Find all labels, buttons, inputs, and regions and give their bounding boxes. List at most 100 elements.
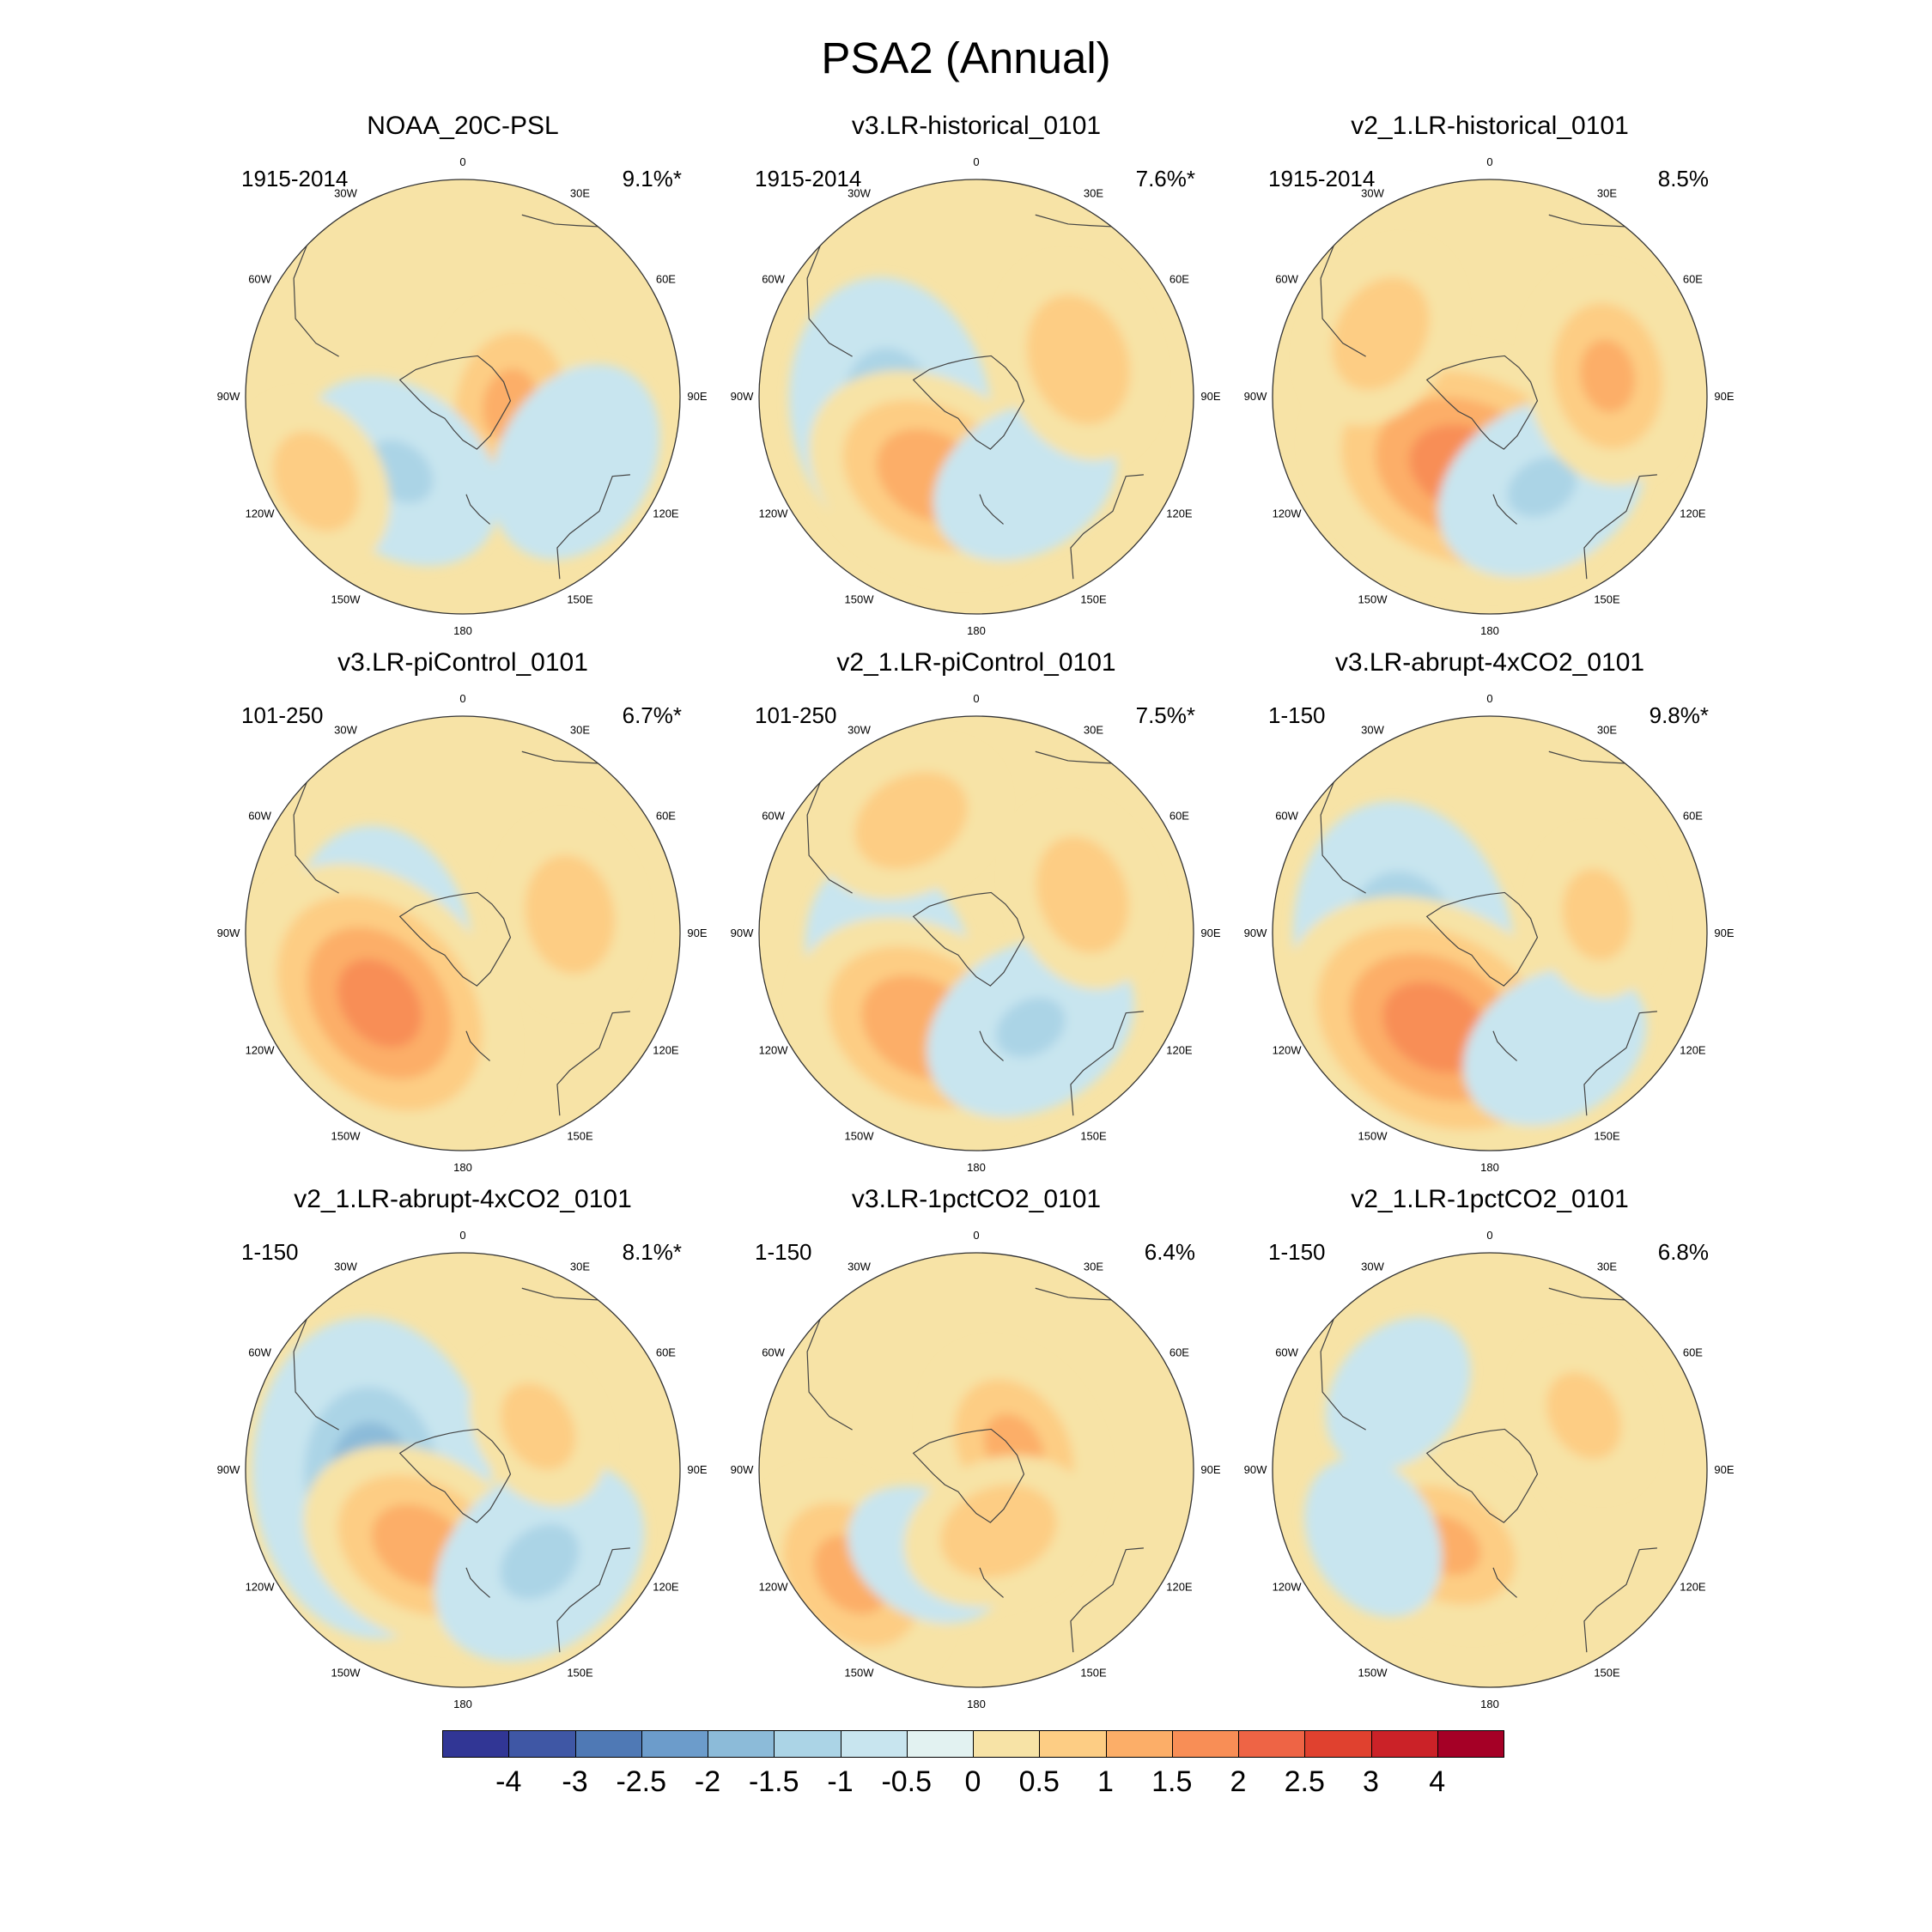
polar-map: 0 30E 60E 90E 120E 150E 180 150W 120W 90W 60W 30W (217, 692, 708, 1174)
longitude-tick-label: 180 (967, 1698, 986, 1710)
longitude-tick-label: 60W (762, 1346, 785, 1359)
period-label: 1915-2014 (241, 166, 349, 191)
longitude-tick-label: 150E (1080, 592, 1107, 605)
colorbar-segment (1105, 1730, 1173, 1758)
period-label: 1915-2014 (755, 166, 862, 191)
australia-coastline (1583, 474, 1657, 580)
longitude-tick-label: 30W (1361, 1261, 1384, 1273)
longitude-tick-label: 180 (1480, 624, 1499, 637)
longitude-tick-label: 180 (453, 1161, 472, 1174)
africa-coastline (1548, 1287, 1632, 1301)
longitude-tick-label: 120W (1273, 507, 1303, 520)
longitude-tick-label: 90W (731, 927, 754, 939)
longitude-tick-label: 120E (653, 1044, 679, 1057)
map-boundary (758, 179, 1194, 615)
anomaly-contour (1507, 457, 1577, 517)
longitude-tick-label: 0 (973, 155, 979, 168)
longitude-tick-label: 0 (973, 692, 979, 705)
anomaly-contour (1358, 1352, 1438, 1436)
longitude-tick-label: 120E (1680, 1581, 1706, 1594)
longitude-tick-label: 60W (248, 1346, 271, 1359)
panel-title: v3.LR-abrupt-4xCO2_0101 (1334, 648, 1645, 677)
anomaly-contour (500, 1382, 576, 1471)
longitude-tick-label: 90E (1200, 390, 1220, 403)
antarctica-coastline (398, 891, 512, 987)
colorbar-segment (973, 1730, 1041, 1758)
variance-label: 9.1%* (622, 166, 682, 191)
anomaly-contour (500, 1523, 580, 1600)
longitude-tick-label: 120E (653, 1581, 679, 1594)
colorbar-segment (1370, 1730, 1438, 1758)
anomaly-contour (272, 431, 360, 532)
longitude-tick-label: 150W (1358, 1129, 1388, 1142)
anomaly-contour (940, 1485, 1057, 1578)
period-label: 1-150 (755, 1239, 812, 1265)
longitude-tick-label: 90W (217, 927, 240, 939)
longitude-tick-label: 150E (567, 592, 593, 605)
longitude-tick-label: 90E (1200, 1463, 1220, 1476)
australia-coastline (1070, 474, 1144, 580)
new-zealand-coastline (979, 494, 1004, 525)
longitude-tick-label: 30W (848, 187, 871, 200)
variance-label: 8.5% (1657, 166, 1709, 191)
colorbar-segment (641, 1730, 708, 1758)
map-boundary (758, 1252, 1194, 1688)
colorbar-segment (1171, 1730, 1239, 1758)
period-label: 1915-2014 (1268, 166, 1376, 191)
colorbar-tick-label: 0 (964, 1765, 981, 1798)
anomaly-contour (1036, 836, 1129, 953)
longitude-tick-label: 90W (1244, 1463, 1267, 1476)
longitude-tick-label: 120E (1166, 1581, 1193, 1594)
field-background (1273, 1253, 1707, 1687)
variance-label: 7.5%* (1135, 702, 1195, 728)
longitude-tick-label: 150E (567, 1129, 593, 1142)
longitude-tick-label: 150W (845, 592, 875, 605)
africa-coastline (1035, 750, 1119, 764)
variance-label: 9.8%* (1649, 702, 1709, 728)
longitude-tick-label: 90W (1244, 927, 1267, 939)
longitude-tick-label: 150W (331, 1129, 361, 1142)
colorbar-tick-label: 3 (1363, 1765, 1379, 1798)
polar-map: 0 30E 60E 90E 120E 150E 180 150W 120W 90W 60W 30W (1244, 1229, 1735, 1710)
longitude-tick-label: 30W (848, 724, 871, 737)
colorbar-tick-label: 2.5 (1284, 1765, 1325, 1798)
polar-map: 0 30E 60E 90E 120E 150E 180 150W 120W 90W 60W 30W (731, 692, 1221, 1174)
longitude-tick-label: 90E (1714, 1463, 1734, 1476)
figure-title: PSA2 (Annual) (821, 33, 1111, 82)
longitude-tick-label: 30E (1084, 1261, 1103, 1273)
longitude-tick-label: 90E (687, 1463, 707, 1476)
australia-coastline (556, 1011, 630, 1116)
australia-coastline (556, 1547, 630, 1653)
longitude-tick-label: 150W (1358, 592, 1388, 605)
longitude-tick-label: 120W (759, 1581, 789, 1594)
longitude-tick-label: 60W (762, 273, 785, 286)
colorbar-tick-label: -0.5 (881, 1765, 933, 1798)
longitude-tick-label: 90W (217, 390, 240, 403)
anomaly-contour (521, 398, 630, 526)
polar-map: 0 30E 60E 90E 120E 150E 180 150W 120W 90W 60W 30W (1244, 692, 1735, 1174)
longitude-tick-label: 60E (1683, 273, 1703, 286)
longitude-tick-label: 150E (1080, 1666, 1107, 1679)
period-label: 1-150 (241, 1239, 299, 1265)
variance-label: 7.6%* (1135, 166, 1195, 191)
longitude-tick-label: 150W (331, 592, 361, 605)
panel-title: NOAA_20C-PSL (367, 112, 559, 140)
longitude-tick-label: 30W (334, 187, 357, 200)
longitude-tick-label: 30E (1597, 1261, 1617, 1273)
colorbar-segment (574, 1730, 642, 1758)
colorbar-segment (508, 1730, 576, 1758)
colorbar-segment (906, 1730, 974, 1758)
longitude-tick-label: 90E (687, 927, 707, 939)
south-america-coastline (1320, 758, 1366, 894)
south-america-coastline (1320, 1295, 1366, 1431)
polar-map: 0 30E 60E 90E 120E 150E 180 150W 120W 90W 60W 30W (217, 1229, 708, 1710)
longitude-tick-label: 150E (1594, 1129, 1620, 1142)
variance-label: 6.8% (1657, 1239, 1709, 1265)
longitude-tick-label: 120E (653, 507, 679, 520)
colorbar-tick-label: -2.5 (616, 1765, 667, 1798)
longitude-tick-label: 150E (1594, 1666, 1620, 1679)
panel-title: v2_1.LR-piControl_0101 (836, 648, 1116, 677)
longitude-tick-label: 150E (567, 1666, 593, 1679)
anomaly-contour (1498, 997, 1612, 1096)
africa-coastline (521, 750, 605, 764)
